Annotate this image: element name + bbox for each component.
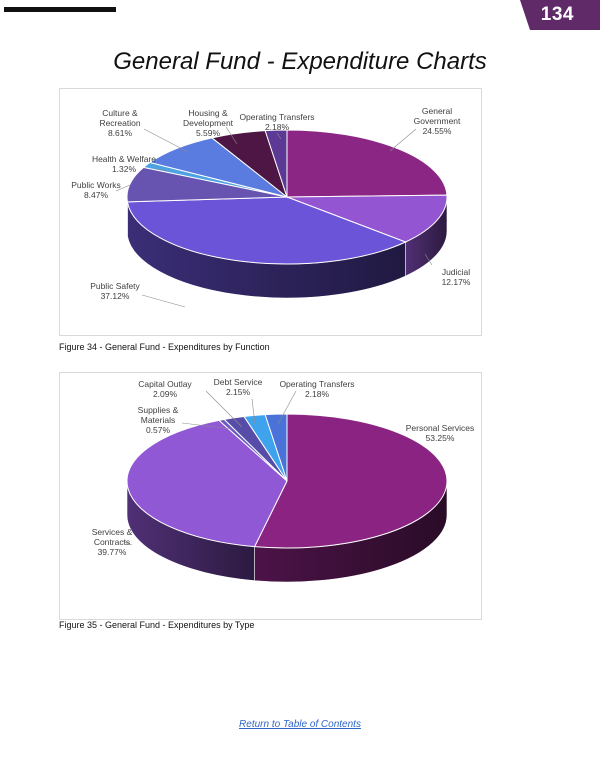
- data-label-culture-and-recreation: Culture & Recreation 8.61%: [99, 108, 140, 138]
- leader-line-health-and-welfare: [155, 168, 168, 172]
- leader-line-services-and-contracts: [121, 540, 133, 546]
- data-label-public-works: Public Works 8.47%: [71, 180, 120, 200]
- data-label-debt-service: Debt Service 2.15%: [214, 377, 263, 397]
- page-title: General Fund - Expenditure Charts: [113, 48, 487, 75]
- leader-line-capital-outlay: [205, 390, 243, 428]
- slice-operating-transfers: [264, 413, 288, 482]
- data-label-personal-services: Personal Services 53.25%: [406, 423, 475, 443]
- leader-line-supplies-and-materials: [181, 422, 233, 430]
- leader-line-general-government: [389, 128, 417, 152]
- data-label-services-and-contracts: Services & Contracts 39.77%: [92, 527, 133, 557]
- leader-line-housing-and-development: [225, 126, 238, 145]
- figure-34-caption: Figure 34 - General Fund - Expenditures …: [59, 342, 270, 352]
- data-label-housing-and-development: Housing & Development 5.59%: [183, 108, 234, 138]
- data-label-health-and-welfare: Health & Welfare 1.32%: [92, 154, 156, 174]
- leader-line-debt-service: [251, 398, 256, 425]
- slice-general-government: [286, 129, 448, 198]
- data-label-supplies-and-materials: Supplies & Materials 0.57%: [138, 405, 179, 435]
- figure-35-caption: Figure 35 - General Fund - Expenditures …: [59, 620, 255, 630]
- leader-line-operating-transfers: [277, 390, 297, 425]
- type-pie-chart: Personal Services 53.25% Services & Contrac…: [92, 377, 475, 583]
- slice-culture-and-recreation: [148, 137, 288, 198]
- leader-line-public-works: [115, 184, 131, 192]
- slice-public-safety: [126, 196, 407, 265]
- data-label-capital-outlay: Capital Outlay 2.09%: [138, 379, 192, 399]
- data-label-general-government: General Government 24.55%: [414, 106, 461, 136]
- data-label-public-safety: Public Safety 37.12%: [90, 281, 140, 301]
- leader-line-culture-and-recreation: [143, 128, 189, 153]
- function-chart-frame: General Government 24.55% Judicial 12.17% Pub…: [59, 88, 482, 336]
- slice-services-and-contracts: [126, 419, 288, 548]
- slice-public-works: [126, 166, 288, 203]
- leader-line-operating-transfers: [276, 132, 282, 140]
- page-number-tab: [520, 0, 600, 30]
- page-number: 134: [540, 4, 574, 25]
- data-label-judicial: Judicial 12.17%: [442, 267, 471, 287]
- data-label-operating-transfers: Operating Transfers 2.18%: [279, 379, 354, 399]
- leader-line-public-safety: [141, 294, 186, 308]
- type-chart-frame: Personal Services 53.25% Services & Contrac…: [59, 372, 482, 620]
- header-rule: [4, 7, 116, 12]
- slice-judicial: [286, 194, 448, 243]
- return-to-contents-link[interactable]: Return to Table of Contents: [239, 719, 361, 730]
- data-label-operating-transfers: Operating Transfers 2.18%: [239, 112, 314, 132]
- leader-line-judicial: [424, 253, 433, 266]
- slice-personal-services: [253, 413, 448, 549]
- function-pie-chart: General Government 24.55% Judicial 12.17% Pub…: [71, 106, 471, 308]
- slice-operating-transfers: [264, 129, 288, 198]
